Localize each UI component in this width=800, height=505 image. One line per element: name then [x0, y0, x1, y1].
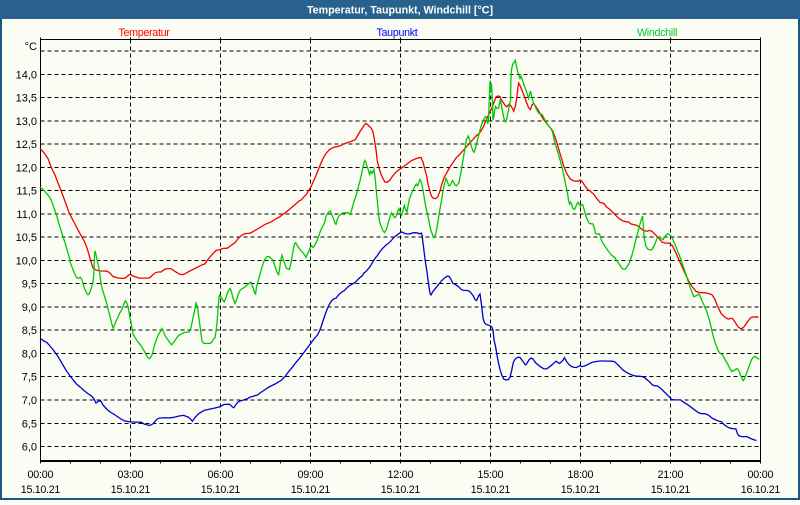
- svg-text:Temperatur: Temperatur: [118, 27, 170, 39]
- svg-text:06:00: 06:00: [208, 469, 234, 481]
- svg-text:8,0: 8,0: [22, 349, 37, 361]
- svg-text:10,0: 10,0: [16, 256, 37, 268]
- svg-text:15.10.21: 15.10.21: [291, 484, 331, 496]
- svg-text:11,5: 11,5: [16, 186, 37, 198]
- svg-text:6,5: 6,5: [22, 418, 37, 430]
- svg-text:21:00: 21:00: [658, 469, 684, 481]
- svg-text:16.10.21: 16.10.21: [741, 484, 781, 496]
- svg-text:Windchill: Windchill: [637, 27, 677, 39]
- svg-text:00:00: 00:00: [748, 469, 774, 481]
- svg-text:6,0: 6,0: [22, 442, 37, 454]
- svg-text:15.10.21: 15.10.21: [21, 484, 61, 496]
- svg-text:13,5: 13,5: [16, 93, 37, 105]
- svg-text:9,5: 9,5: [22, 279, 37, 291]
- svg-text:03:00: 03:00: [118, 469, 144, 481]
- svg-text:18:00: 18:00: [568, 469, 594, 481]
- svg-text:15.10.21: 15.10.21: [201, 484, 241, 496]
- svg-text:15:00: 15:00: [478, 469, 504, 481]
- svg-text:7,5: 7,5: [22, 372, 37, 384]
- svg-text:14,0: 14,0: [16, 69, 37, 81]
- svg-text:8,5: 8,5: [22, 325, 37, 337]
- svg-text:15.10.21: 15.10.21: [651, 484, 691, 496]
- svg-text:10,5: 10,5: [16, 232, 37, 244]
- svg-text:15.10.21: 15.10.21: [561, 484, 601, 496]
- svg-text:°C: °C: [25, 41, 37, 53]
- svg-text:12,0: 12,0: [16, 162, 37, 174]
- svg-text:12:00: 12:00: [388, 469, 414, 481]
- svg-text:9,0: 9,0: [22, 302, 37, 314]
- svg-text:09:00: 09:00: [298, 469, 324, 481]
- svg-text:12,5: 12,5: [16, 139, 37, 151]
- svg-text:11,0: 11,0: [16, 209, 37, 221]
- svg-text:00:00: 00:00: [28, 469, 54, 481]
- svg-text:Taupunkt: Taupunkt: [377, 27, 418, 39]
- svg-text:Temperatur, Taupunkt, Windchil: Temperatur, Taupunkt, Windchill [°C]: [307, 5, 493, 17]
- svg-text:15.10.21: 15.10.21: [111, 484, 151, 496]
- svg-text:15.10.21: 15.10.21: [471, 484, 511, 496]
- svg-text:7,0: 7,0: [22, 395, 37, 407]
- svg-text:15.10.21: 15.10.21: [381, 484, 421, 496]
- svg-text:13,0: 13,0: [16, 116, 37, 128]
